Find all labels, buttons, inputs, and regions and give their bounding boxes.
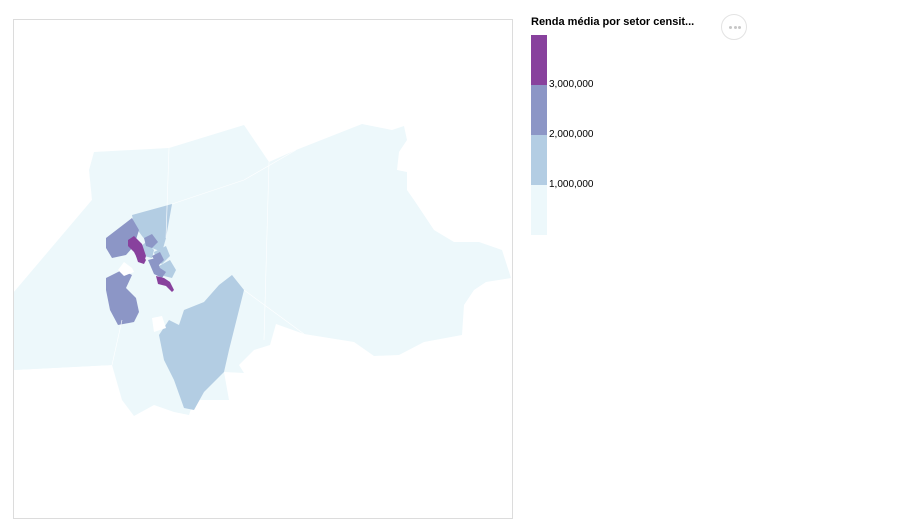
more-horizontal-icon <box>729 26 732 29</box>
map-frame[interactable] <box>13 19 513 519</box>
legend-swatch-low <box>531 135 547 185</box>
legend-color-scale <box>531 35 547 235</box>
map-region[interactable] <box>136 254 146 264</box>
map-region[interactable] <box>159 275 244 410</box>
map-region[interactable] <box>106 270 139 325</box>
more-horizontal-icon-dot <box>738 26 741 29</box>
legend-label-2m: 2,000,000 <box>549 129 594 140</box>
region-borders <box>111 147 305 366</box>
map-region[interactable] <box>14 200 114 370</box>
choropleth-map[interactable] <box>14 20 513 519</box>
legend-label-1m: 1,000,000 <box>549 179 594 190</box>
legend-swatch-mid <box>531 85 547 135</box>
more-horizontal-icon-dot <box>733 26 737 29</box>
map-region[interactable] <box>156 276 174 292</box>
map-region[interactable] <box>144 234 158 248</box>
legend-title: Renda média por setor censit... <box>531 16 695 28</box>
legend-swatch-high <box>531 35 547 85</box>
more-options-button[interactable] <box>721 14 747 40</box>
map-region <box>152 316 166 332</box>
map-region[interactable] <box>132 204 172 252</box>
map-region <box>118 262 134 276</box>
legend-swatch-lowest <box>531 185 547 235</box>
map-region[interactable] <box>148 258 166 278</box>
legend-label-3m: 3,000,000 <box>549 79 594 90</box>
map-region[interactable] <box>152 252 164 266</box>
legend: Renda média por setor censit... 3,000,00… <box>531 14 731 244</box>
map-region[interactable] <box>14 124 511 416</box>
